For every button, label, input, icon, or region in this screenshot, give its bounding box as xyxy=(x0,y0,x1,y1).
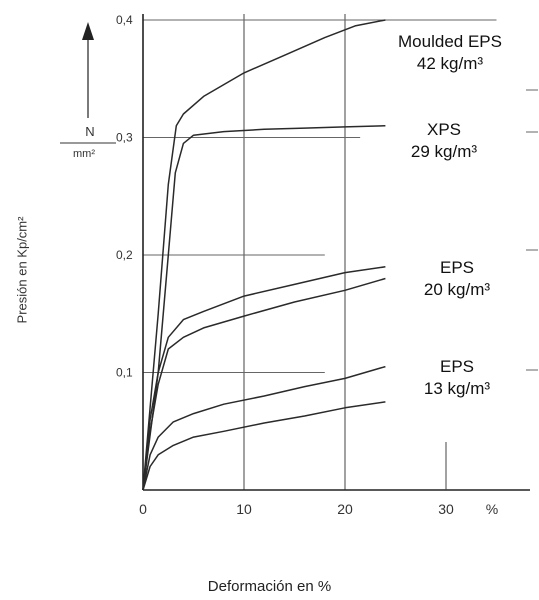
x-tick-label: 20 xyxy=(337,501,353,517)
y-axis-label: Presión en Kp/cm² xyxy=(4,180,40,360)
y-unit-denominator: mm² xyxy=(73,148,95,160)
series-label-eps-13: EPS 13 kg/m³ xyxy=(387,356,527,400)
series-line-2 xyxy=(142,266,386,491)
series-label-name: XPS xyxy=(426,120,462,139)
series-label-moulded-eps: Moulded EPS 42 kg/m³ xyxy=(380,31,520,75)
x-axis-label: Deformación en % xyxy=(207,578,332,595)
y-tick-label: 0,4 xyxy=(116,13,133,27)
y-unit-numerator: N xyxy=(85,124,94,139)
series-line-4 xyxy=(142,365,386,491)
series-label-name: Moulded EPS xyxy=(398,32,502,51)
series-label-density: 20 kg/m³ xyxy=(423,280,491,299)
x-tick-label: % xyxy=(486,501,498,517)
x-tick-label: 30 xyxy=(438,501,454,517)
series-label-density: 42 kg/m³ xyxy=(416,54,484,73)
x-tick-label: 0 xyxy=(139,501,147,517)
y-tick-label: 0,1 xyxy=(116,366,133,380)
series-label-name: EPS xyxy=(439,258,475,277)
series-label-density: 13 kg/m³ xyxy=(423,379,491,398)
series-line-0 xyxy=(142,19,386,491)
y-tick-label: 0,2 xyxy=(116,248,133,262)
y-arrow-head-icon xyxy=(82,22,94,40)
y-tick-label: 0,3 xyxy=(116,131,133,145)
x-tick-label: 10 xyxy=(236,501,252,517)
series-label-density: 29 kg/m³ xyxy=(410,142,478,161)
series-line-3 xyxy=(142,277,386,491)
y-axis-label-text: Presión en Kp/cm² xyxy=(14,216,30,324)
series-line-1 xyxy=(142,125,386,491)
series-line-5 xyxy=(142,401,386,491)
series-label-xps: XPS 29 kg/m³ xyxy=(374,119,514,163)
series-label-eps-20: EPS 20 kg/m³ xyxy=(387,257,527,301)
series-label-name: EPS xyxy=(439,357,475,376)
